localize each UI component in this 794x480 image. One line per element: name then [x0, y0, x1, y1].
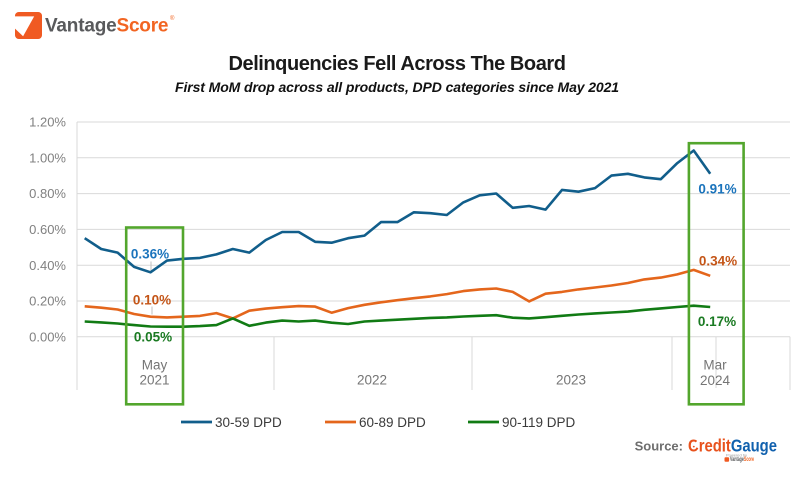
svg-text:0.17%: 0.17% [698, 314, 736, 329]
svg-text:0.34%: 0.34% [699, 254, 737, 269]
svg-text:1.20%: 1.20% [29, 115, 66, 130]
svg-text:May: May [142, 358, 168, 373]
svg-text:®: ® [170, 15, 175, 22]
svg-text:0.40%: 0.40% [29, 258, 66, 273]
svg-text:Mar: Mar [703, 358, 727, 373]
svg-text:VantageScore: VantageScore [730, 457, 754, 463]
svg-text:Powered by: Powered by [726, 452, 747, 457]
svg-text:0.10%: 0.10% [133, 293, 171, 308]
svg-text:0.00%: 0.00% [29, 329, 66, 344]
svg-text:90-119 DPD: 90-119 DPD [502, 415, 576, 430]
svg-text:30-59 DPD: 30-59 DPD [215, 415, 282, 430]
svg-text:0.60%: 0.60% [29, 222, 66, 237]
svg-text:0.91%: 0.91% [698, 182, 736, 197]
svg-text:VantageScore: VantageScore [45, 16, 168, 37]
svg-text:0.80%: 0.80% [29, 186, 66, 201]
svg-text:Source:: Source: [635, 439, 683, 454]
svg-text:2024: 2024 [700, 373, 731, 388]
svg-text:2022: 2022 [357, 373, 387, 388]
svg-text:2021: 2021 [139, 373, 169, 388]
svg-text:60-89 DPD: 60-89 DPD [359, 415, 426, 430]
svg-text:0.20%: 0.20% [29, 294, 66, 309]
svg-text:1.00%: 1.00% [29, 150, 66, 165]
svg-text:CreditGauge: CreditGauge [688, 436, 777, 456]
svg-text:0.05%: 0.05% [134, 330, 172, 345]
svg-text:2023: 2023 [556, 373, 586, 388]
svg-text:0.36%: 0.36% [131, 247, 169, 262]
